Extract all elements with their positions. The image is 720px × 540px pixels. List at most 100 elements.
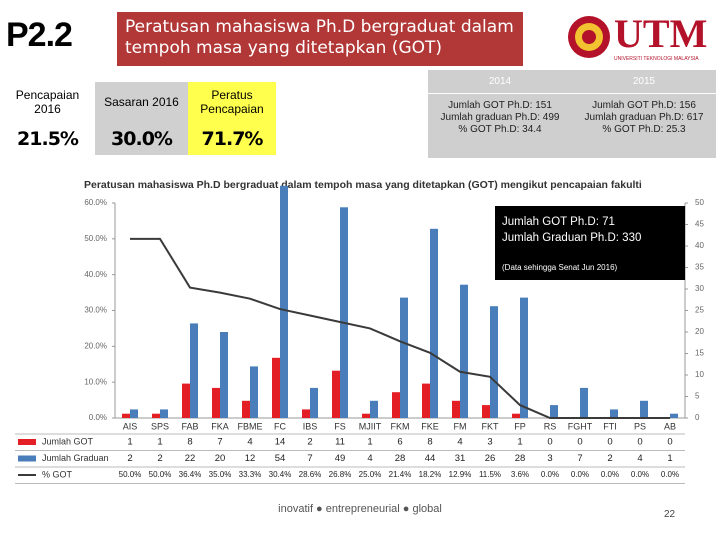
y-tick-label: 50.0% bbox=[84, 234, 107, 243]
x-tick-label: FKA bbox=[211, 421, 229, 431]
bar bbox=[482, 405, 490, 418]
logo-emblem bbox=[568, 16, 610, 58]
y-tick-label: 60.0% bbox=[84, 198, 107, 207]
table-value: 1 bbox=[157, 437, 162, 448]
table-cell: Jumlah GOT Ph.D: 151 Jumlah graduan Ph.D:… bbox=[428, 94, 572, 158]
table-value: 4 bbox=[247, 437, 252, 448]
table-value: 18.2% bbox=[419, 470, 442, 479]
table-value: 1 bbox=[127, 437, 132, 448]
table-value: 33.3% bbox=[239, 470, 262, 479]
table-value: 2 bbox=[607, 453, 612, 464]
table-value: 11 bbox=[335, 437, 345, 448]
y2-tick-label: 40 bbox=[695, 241, 704, 250]
x-tick-label: FKE bbox=[421, 421, 439, 431]
y-tick-label: 20.0% bbox=[84, 341, 107, 350]
table-value: 2 bbox=[127, 453, 132, 464]
y-tick-label: 10.0% bbox=[84, 377, 107, 386]
bar bbox=[430, 228, 438, 418]
summary-table: Pencapaian 2016 Sasaran 2016 Peratus Penca… bbox=[0, 82, 276, 155]
bar bbox=[610, 409, 618, 418]
bar bbox=[190, 323, 198, 418]
bar bbox=[212, 387, 220, 418]
bar bbox=[302, 409, 310, 418]
table-value: 35.0% bbox=[209, 470, 232, 479]
y2-tick-label: 0 bbox=[695, 413, 700, 422]
bar bbox=[152, 413, 160, 418]
chart-title: Peratusan mahasiswa Ph.D bergraduat dala… bbox=[84, 179, 642, 191]
table-cell: Jumlah GOT Ph.D: 156 Jumlah graduan Ph.D:… bbox=[572, 94, 716, 158]
table-cell-line: Jumlah graduan Ph.D: 617 bbox=[584, 112, 704, 123]
legend-label: Jumlah Graduan bbox=[42, 453, 109, 463]
table-value: 7 bbox=[217, 437, 222, 448]
y-tick-label: 0.0% bbox=[89, 413, 107, 422]
bar bbox=[370, 400, 378, 418]
table-cell-line: Jumlah graduan Ph.D: 499 bbox=[440, 112, 560, 123]
table-header-cell: Pencapaian 2016 bbox=[15, 88, 80, 116]
table-value: 12 bbox=[245, 453, 256, 464]
table-value: 22 bbox=[185, 453, 196, 464]
table-value: 0 bbox=[577, 437, 582, 448]
table-cell-line: Jumlah GOT Ph.D: 156 bbox=[592, 100, 696, 111]
table-value: 25.0% bbox=[359, 470, 382, 479]
table-cell-line: % GOT Ph.D: 25.3 bbox=[602, 124, 686, 135]
slide-code: P2.2 bbox=[6, 16, 73, 54]
bar bbox=[220, 332, 228, 418]
table-value: 54 bbox=[275, 453, 286, 464]
bar bbox=[130, 409, 138, 418]
x-tick-label: MJIIT bbox=[359, 421, 382, 431]
x-tick-label: FM bbox=[454, 421, 467, 431]
y2-tick-label: 30 bbox=[695, 284, 704, 293]
bar bbox=[512, 413, 520, 418]
table-value: 0.0% bbox=[541, 470, 559, 479]
x-tick-label: FKM bbox=[391, 421, 410, 431]
table-value: 26 bbox=[485, 453, 496, 464]
bar bbox=[490, 306, 498, 418]
annotation: Jumlah Graduan Ph.D: 330 bbox=[502, 232, 641, 244]
y2-tick-label: 20 bbox=[695, 327, 704, 336]
table-value: 28 bbox=[515, 453, 526, 464]
table-value: 2 bbox=[157, 453, 162, 464]
bar bbox=[422, 383, 430, 418]
x-tick-label: IBS bbox=[303, 421, 318, 431]
table-value-cell: 30.0% bbox=[95, 122, 188, 155]
bar bbox=[452, 400, 460, 418]
footer: inovatif ● entrepreneurial ● global bbox=[278, 503, 442, 515]
table-value: 50.0% bbox=[119, 470, 142, 479]
table-value: 1 bbox=[367, 437, 372, 448]
bar bbox=[182, 383, 190, 418]
y2-tick-label: 10 bbox=[695, 370, 704, 379]
bar bbox=[670, 413, 678, 418]
bar bbox=[280, 185, 288, 418]
x-tick-label: FC bbox=[274, 421, 286, 431]
x-tick-label: AB bbox=[664, 421, 676, 431]
table-value: 21.4% bbox=[389, 470, 412, 479]
table-value: 0 bbox=[667, 437, 672, 448]
bar bbox=[550, 405, 558, 418]
table-value: 1 bbox=[517, 437, 522, 448]
y2-tick-label: 15 bbox=[695, 349, 704, 358]
table-value: 44 bbox=[425, 453, 436, 464]
annotation: Jumlah GOT Ph.D: 71 bbox=[502, 216, 615, 228]
table-value: 4 bbox=[637, 453, 642, 464]
table-value: 3.6% bbox=[511, 470, 529, 479]
y2-tick-label: 35 bbox=[695, 263, 704, 272]
table-value: 7 bbox=[307, 453, 312, 464]
bar bbox=[242, 400, 250, 418]
table-header-cell: Peratus Pencapaian bbox=[188, 82, 276, 122]
bar bbox=[362, 413, 370, 418]
x-tick-label: FS bbox=[334, 421, 346, 431]
table-value: 0 bbox=[607, 437, 612, 448]
table-value: 26.8% bbox=[329, 470, 352, 479]
table-value: 4 bbox=[367, 453, 372, 464]
table-value: 30.4% bbox=[269, 470, 292, 479]
bar bbox=[580, 387, 588, 418]
bar bbox=[122, 413, 130, 418]
bar bbox=[400, 297, 408, 418]
page-number: 22 bbox=[664, 509, 676, 520]
bar bbox=[310, 387, 318, 418]
legend-swatch bbox=[18, 455, 36, 462]
table-value-cell: 71.7% bbox=[188, 122, 276, 155]
x-tick-label: PS bbox=[634, 421, 646, 431]
x-tick-label: FTI bbox=[603, 421, 617, 431]
